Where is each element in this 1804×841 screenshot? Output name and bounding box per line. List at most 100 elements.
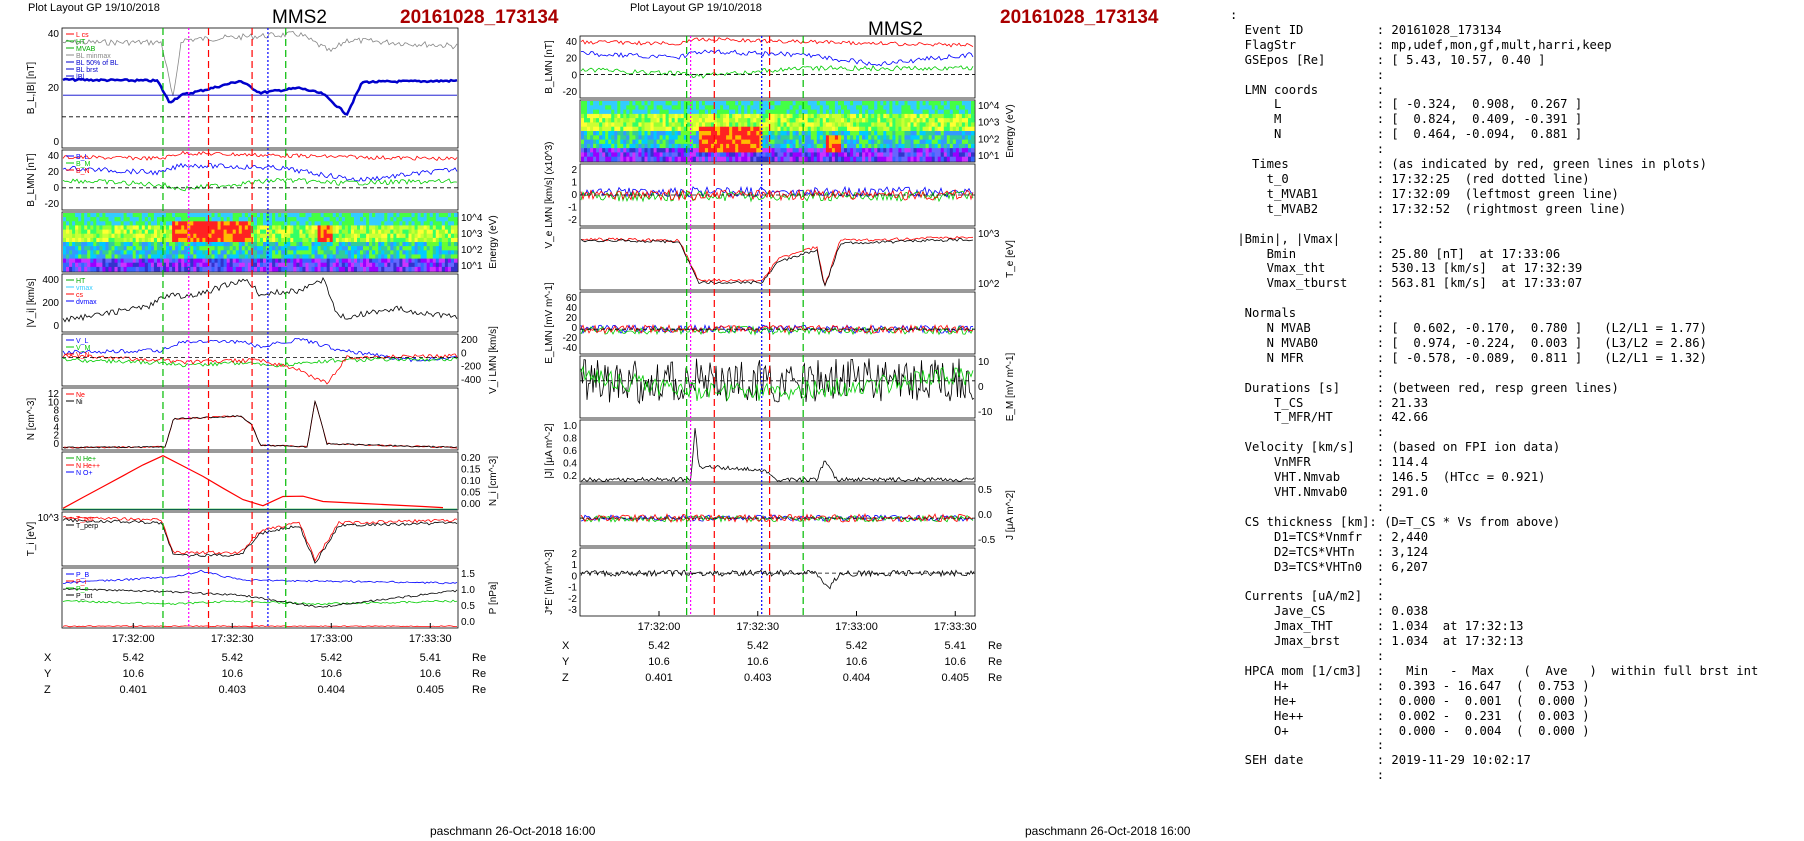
info-line: t_MVAB2 : 17:32:52 (rightmost green line… xyxy=(1266,201,1627,216)
panel-frame xyxy=(579,547,976,617)
middle-spacecraft-title: MMS2 xyxy=(868,19,923,40)
y-tick-label: 0 xyxy=(571,190,577,201)
legend-entry: P_i xyxy=(76,579,87,586)
time-tick-label: 17:32:00 xyxy=(112,633,155,645)
y-tick-label: 0 xyxy=(978,382,984,393)
info-line: H+ : 0.393 - 16.647 ( 0.753 ) xyxy=(1274,678,1590,693)
info-line: : xyxy=(1376,648,1385,663)
info-line: GSEpos [Re] : [ 5.43, 10.57, 0.40 ] xyxy=(1244,52,1546,67)
panel-frame xyxy=(579,99,976,163)
y-tick-label: 0 xyxy=(53,183,59,194)
y-axis-label: J [μA m^-2] xyxy=(1005,490,1016,540)
y-tick-label: 8 xyxy=(53,406,59,417)
pos-row-label: Y xyxy=(562,656,570,668)
y-tick-label: 10^1 xyxy=(461,261,483,272)
y-tick-label: 200 xyxy=(461,335,478,346)
y-tick-label: -200 xyxy=(461,362,481,373)
pos-row-value: 5.42 xyxy=(747,640,768,652)
series-line xyxy=(580,37,974,48)
info-line: M : [ 0.824, 0.409, -0.391 ] xyxy=(1274,112,1583,127)
y-tick-label: 1 xyxy=(571,178,577,189)
y-axis-label: P [nPa] xyxy=(488,581,499,614)
y-axis-label: T_e [eV] xyxy=(1005,240,1016,278)
y-tick-label: 20 xyxy=(566,54,578,65)
panel-frame xyxy=(61,511,459,567)
y-tick-label: 4 xyxy=(53,422,59,433)
info-line: Jmax_THT : 1.034 at 17:32:13 xyxy=(1274,619,1524,634)
left-spacecraft-title: MMS2 xyxy=(272,7,327,28)
y-tick-label: 2 xyxy=(571,165,577,176)
y-axis-label: B_L,|B| [nT] xyxy=(26,62,37,115)
pos-row-unit: Re xyxy=(472,668,486,680)
y-tick-label: 10^3 xyxy=(38,513,60,524)
middle-footer: paschmann 26-Oct-2018 16:00 xyxy=(1025,824,1191,838)
info-line: Bmin : 25.80 [nT] at 17:33:06 xyxy=(1266,246,1561,261)
y-tick-label: -20 xyxy=(563,87,578,98)
info-line: He++ : 0.002 - 0.231 ( 0.003 ) xyxy=(1274,708,1590,723)
y-tick-label: 0.00 xyxy=(461,499,481,510)
info-line: LMN coords : xyxy=(1244,82,1385,97)
y-axis-label: B_LMN [nT] xyxy=(26,153,37,207)
y-tick-label: 1.5 xyxy=(461,569,475,580)
pos-row-value: 5.42 xyxy=(846,640,867,652)
series-line xyxy=(580,190,974,203)
y-tick-label: -40 xyxy=(563,343,578,354)
legend-entry: vmax xyxy=(76,285,93,292)
series-line xyxy=(62,515,458,563)
info-line: L : [ -0.324, 0.908, 0.267 ] xyxy=(1274,97,1583,112)
series-line xyxy=(62,162,458,182)
series-line xyxy=(62,625,457,628)
y-tick-label: 400 xyxy=(42,275,59,286)
pos-row-value: 10.6 xyxy=(222,668,243,680)
legend-entry: Ni xyxy=(76,399,83,406)
y-axis-label: B_LMN [nT] xyxy=(544,40,555,94)
middle-event-id: 20161028_173134 xyxy=(1000,7,1159,28)
y-tick-label: -1 xyxy=(568,203,577,214)
panel-frame xyxy=(61,333,459,387)
y-axis-label: T_i [eV] xyxy=(26,522,37,557)
pos-row-label: X xyxy=(44,652,52,664)
info-line: O+ : 0.000 - 0.004 ( 0.000 ) xyxy=(1274,723,1590,738)
info-line: : xyxy=(1376,142,1385,157)
info-line: Velocity [km/s] : (based on FPI ion data… xyxy=(1244,440,1561,455)
y-tick-label: 0.8 xyxy=(563,434,577,445)
time-tick-label: 17:32:30 xyxy=(211,633,254,645)
event-info-text: : Event ID : 20161028_173134 FlagStr : m… xyxy=(1230,8,1758,783)
y-tick-label: 20 xyxy=(48,83,60,94)
y-tick-label: 0.2 xyxy=(563,471,577,482)
legend-entry: L cs xyxy=(76,32,89,39)
panel-frame xyxy=(579,355,976,419)
legend-entry: V_N xyxy=(76,352,90,359)
time-tick-label: 17:32:00 xyxy=(638,621,681,633)
y-tick-label: 0.10 xyxy=(461,476,481,487)
pos-row-value: 10.6 xyxy=(747,656,768,668)
series-line xyxy=(63,587,458,608)
legend-entry: P_B xyxy=(76,572,90,579)
pos-row-value: 5.41 xyxy=(945,640,966,652)
legend-entry: B_L xyxy=(76,154,89,161)
series-line xyxy=(580,49,974,67)
info-line: T_CS : 21.33 xyxy=(1274,395,1429,410)
series-line xyxy=(580,324,974,335)
series-line xyxy=(580,185,974,199)
y-tick-label: 10^3 xyxy=(978,118,1000,129)
info-line: : xyxy=(1230,8,1238,22)
y-axis-label: E_M [mV m^-1] xyxy=(1005,352,1016,421)
y-tick-label: 0 xyxy=(571,323,577,334)
legend-entry: N He++ xyxy=(76,463,100,470)
left-footer: paschmann 26-Oct-2018 16:00 xyxy=(430,824,596,838)
info-line: He+ : 0.000 - 0.001 ( 0.000 ) xyxy=(1274,693,1590,708)
y-tick-label: 1.0 xyxy=(563,421,577,432)
panel-frame xyxy=(579,291,976,355)
series-line xyxy=(62,455,444,509)
panel-frame xyxy=(61,149,459,211)
y-tick-label: -3 xyxy=(568,605,577,616)
info-line: Jmax_brst : 1.034 at 17:32:13 xyxy=(1274,634,1524,649)
pos-row-unit: Re xyxy=(988,672,1002,684)
legend-entry: P_tot xyxy=(76,593,92,600)
pos-row-value: 10.6 xyxy=(846,656,867,668)
info-line: Vmax_tburst : 563.81 [km/s] at 17:33:07 xyxy=(1266,276,1583,291)
series-line xyxy=(580,569,975,590)
panel-frame xyxy=(61,211,459,273)
legend-entry: BL minmax xyxy=(76,53,111,60)
